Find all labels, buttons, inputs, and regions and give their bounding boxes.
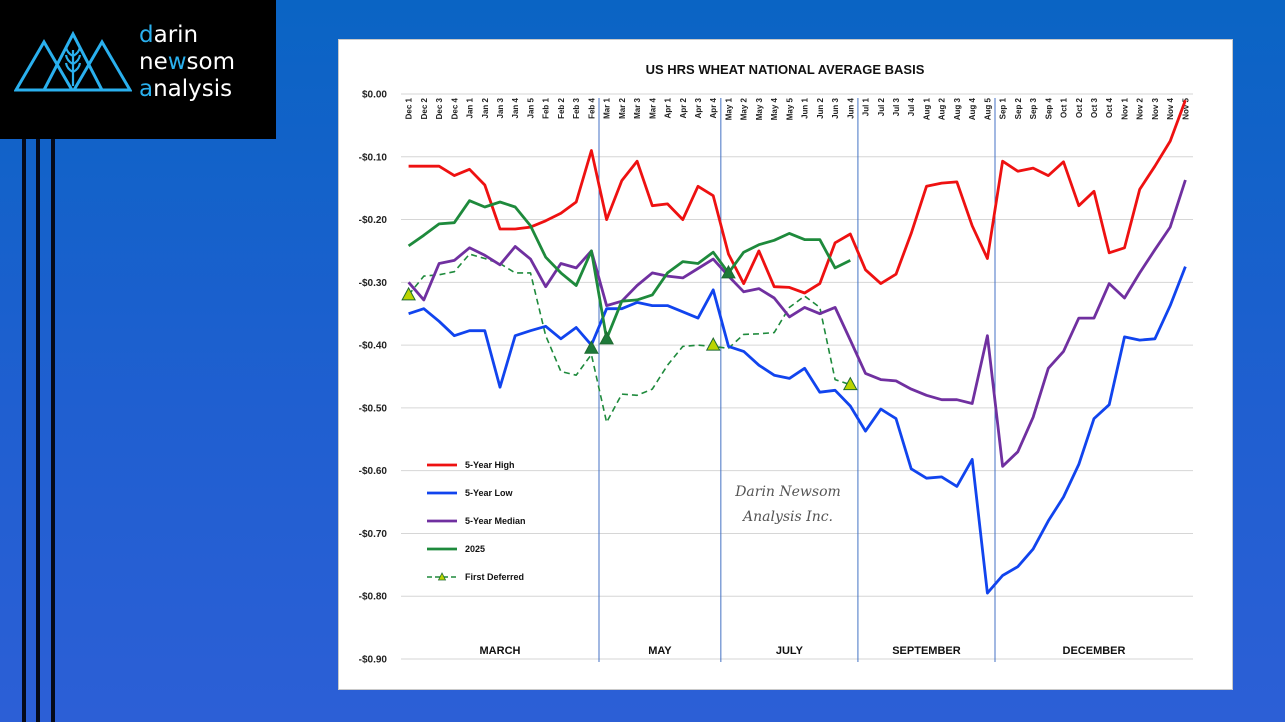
x-tick-label-3: Dec 4 [450,97,459,119]
x-tick-label-22: May 2 [740,97,749,120]
legend-label-0: 5-Year High [465,460,515,470]
x-tick-label-33: Jul 4 [907,97,916,116]
mountain-logo-icon [14,30,132,92]
x-tick-label-18: Apr 2 [679,97,688,118]
segment-label-0: MARCH [480,645,521,657]
x-tick-label-15: Mar 3 [633,97,642,118]
x-tick-label-51: Nov 5 [1181,97,1190,119]
y-tick-label-9: -$0.90 [359,655,388,666]
decor-stripe-right [51,139,55,722]
series-line-5-year-high [408,99,1187,295]
x-tick-label-27: Jun 2 [816,97,825,118]
chart-title: US HRS WHEAT NATIONAL AVERAGE BASIS [646,62,925,77]
x-tick-label-23: May 3 [755,97,764,120]
logo-wordmark: darin newsom analysis [139,22,235,103]
segment-label-1: MAY [648,645,672,657]
x-tick-label-45: Oct 3 [1090,97,1099,118]
x-tick-label-32: Jul 3 [892,97,901,116]
legend-label-4: First Deferred [465,572,524,582]
y-tick-label-2: -$0.20 [359,215,388,226]
logo-line-2: newsom [139,49,236,75]
series-line-5-year-median [407,179,1187,468]
x-tick-label-28: Jun 3 [831,97,840,118]
x-tick-label-42: Sep 4 [1044,97,1053,119]
x-tick-label-10: Feb 2 [557,97,566,118]
legend-label-2: 5-Year Median [465,516,526,526]
x-tick-label-5: Jan 2 [481,97,490,118]
logo-line-1: darin [139,22,199,48]
first-deferred-marker-5 [842,376,858,391]
y-tick-label-5: -$0.50 [359,403,388,414]
y-tick-label-6: -$0.60 [359,466,388,477]
x-tick-label-30: Jul 1 [862,97,871,116]
x-tick-label-8: Jan 5 [526,97,535,118]
y-tick-label-4: -$0.40 [359,341,388,352]
first-deferred-marker-4 [721,264,736,279]
x-tick-label-6: Jan 3 [496,97,505,118]
watermark-line-0: Darin Newsom [734,484,841,500]
x-tick-label-20: Apr 4 [709,97,718,118]
y-tick-label-8: -$0.80 [359,592,388,603]
x-tick-label-40: Sep 2 [1014,97,1023,119]
x-tick-label-47: Nov 1 [1120,97,1129,119]
first-deferred-marker-2 [599,330,614,345]
series-line-first-deferred [407,253,851,424]
series-line-5-year-low [408,266,1187,595]
x-tick-label-1: Dec 2 [420,97,429,119]
x-tick-label-36: Aug 3 [953,97,962,120]
first-deferred-marker-0 [401,286,416,301]
x-tick-label-7: Jan 4 [511,97,520,118]
x-tick-label-35: Aug 2 [938,97,947,120]
x-tick-label-44: Oct 2 [1075,97,1084,118]
logo-line-3: analysis [139,76,233,102]
x-tick-label-48: Nov 2 [1136,97,1145,119]
x-tick-label-11: Feb 3 [572,97,581,118]
x-tick-label-37: Aug 4 [968,97,977,120]
watermark-line-1: Analysis Inc. [741,509,833,525]
first-deferred-marker-1 [584,340,599,354]
segment-label-3: SEPTEMBER [892,645,961,657]
x-tick-label-38: Aug 5 [983,97,992,120]
x-tick-label-31: Jul 2 [877,97,886,116]
y-tick-label-0: $0.00 [362,90,387,101]
x-tick-label-25: May 5 [785,97,794,120]
decor-stripe-middle [36,139,40,722]
x-tick-label-43: Oct 1 [1060,97,1069,118]
x-tick-label-39: Sep 1 [999,97,1008,119]
first-deferred-marker-3 [705,337,721,351]
legend-marker-icon [437,572,447,581]
basis-line-chart: US HRS WHEAT NATIONAL AVERAGE BASIS $0.0… [359,62,1193,666]
legend-label-3: 2025 [465,544,485,554]
x-tick-label-12: Feb 4 [587,97,596,118]
x-tick-label-19: Apr 3 [694,97,703,118]
x-tick-label-29: Jun 4 [846,97,855,118]
x-tick-label-50: Nov 4 [1166,97,1175,119]
x-tick-label-0: Dec 1 [405,97,414,119]
decor-stripe-left [22,139,26,722]
x-tick-label-9: Feb 1 [542,97,551,118]
x-tick-label-14: Mar 2 [618,97,627,118]
x-tick-label-34: Aug 1 [922,97,931,120]
segment-label-4: DECEMBER [1063,645,1126,657]
y-tick-label-3: -$0.30 [359,278,388,289]
x-tick-label-21: May 1 [724,97,733,120]
x-tick-label-46: Oct 4 [1105,97,1114,118]
x-tick-label-4: Jan 1 [466,97,475,118]
y-tick-label-1: -$0.10 [359,152,388,163]
x-tick-label-41: Sep 3 [1029,97,1038,119]
x-tick-label-2: Dec 3 [435,97,444,119]
x-tick-label-49: Nov 3 [1151,97,1160,119]
y-tick-label-7: -$0.70 [359,529,388,540]
x-tick-label-13: Mar 1 [603,97,612,118]
legend-label-1: 5-Year Low [465,488,514,498]
x-tick-label-26: Jun 1 [801,97,810,118]
x-tick-label-16: Mar 4 [648,97,657,118]
series-line-2025 [407,199,851,341]
x-tick-label-24: May 4 [770,97,779,120]
x-tick-label-17: Apr 1 [664,97,673,118]
logo: darin newsom analysis [0,0,276,139]
segment-label-2: JULY [776,645,804,657]
chart-panel: US HRS WHEAT NATIONAL AVERAGE BASIS $0.0… [338,39,1233,690]
